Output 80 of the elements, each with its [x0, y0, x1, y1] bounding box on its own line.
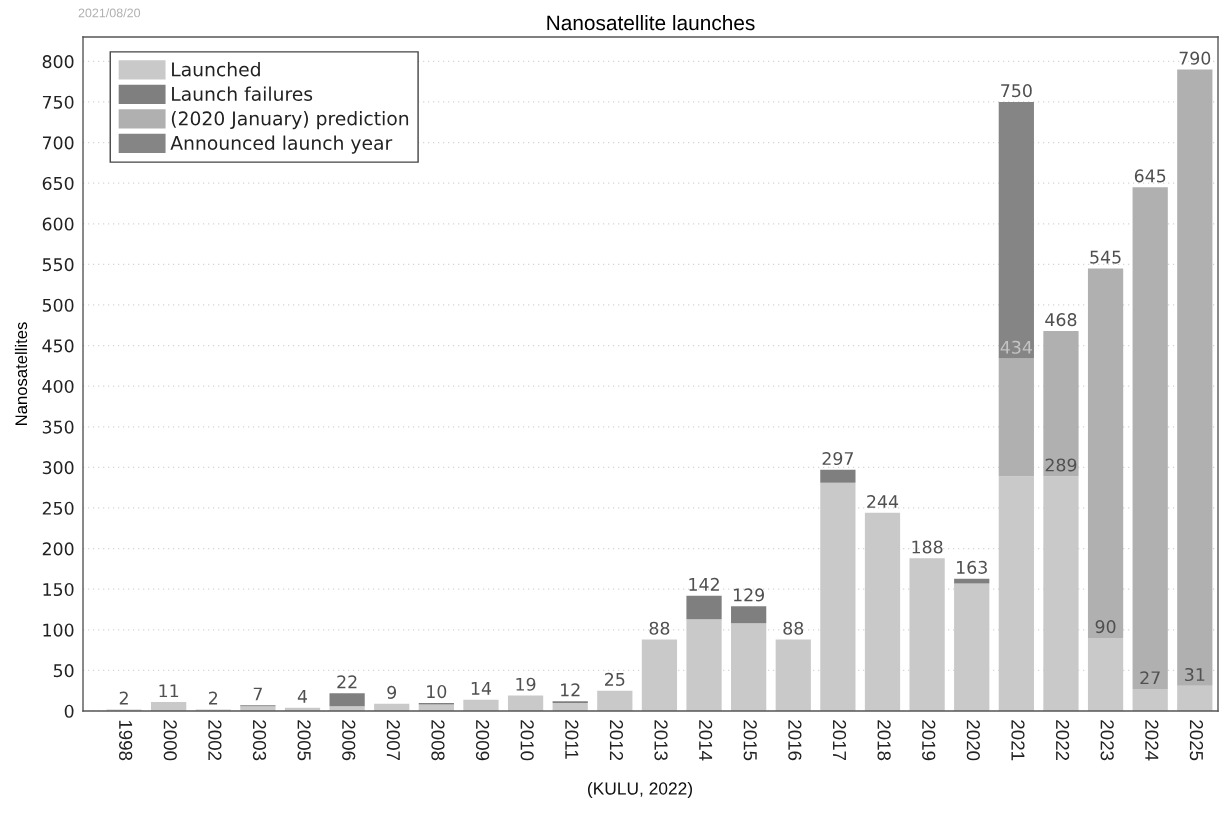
y-tick-label: 150 — [43, 582, 74, 597]
x-tick-label: 2015 — [743, 720, 757, 761]
total-label: 88 — [649, 621, 670, 635]
total-label: 645 — [1134, 169, 1166, 183]
x-tick-label: 2010 — [520, 720, 534, 761]
legend-label: Launch failures — [172, 86, 313, 101]
x-tick-label: 2016 — [788, 720, 802, 761]
x-tick-label: 2008 — [431, 720, 445, 761]
x-tick-label: 2003 — [252, 720, 267, 761]
legend-label: (2020 January) prediction — [171, 111, 409, 130]
data-label: 31 — [1185, 667, 1205, 682]
total-label: 142 — [689, 577, 719, 591]
total-label: 19 — [516, 677, 536, 691]
total-label: 11 — [159, 684, 179, 698]
x-tick-label: 1998 — [119, 720, 133, 761]
x-tick-label: 2002 — [208, 720, 222, 761]
x-tick-label: 2005 — [297, 720, 311, 761]
x-tick-label: 2019 — [922, 720, 936, 761]
y-tick-label: 450 — [42, 339, 74, 353]
total-label: 244 — [867, 494, 899, 508]
y-tick-label: 100 — [43, 623, 74, 637]
data-label: 27 — [1140, 671, 1160, 685]
y-tick-label: 300 — [42, 461, 74, 475]
legend-label: Launched — [172, 61, 260, 77]
total-label: 750 — [1001, 84, 1032, 98]
total-label: 9 — [387, 685, 397, 699]
total-label: 88 — [783, 621, 804, 635]
y-tick-label: 600 — [42, 217, 74, 231]
x-tick-label: 2007 — [386, 720, 400, 761]
total-label: 297 — [822, 451, 853, 466]
y-tick-label: 500 — [42, 298, 74, 312]
total-label: 129 — [733, 588, 764, 602]
x-tick-label: 2024 — [1145, 720, 1159, 761]
legend-label: Announced launch year — [170, 135, 393, 154]
text: 2021/08/20 — [78, 8, 141, 18]
text: (KULU, 2022) — [588, 781, 692, 799]
y-axis-title: Nanosatellites — [14, 322, 28, 425]
total-label: 4 — [297, 690, 308, 703]
y-tick-label: 50 — [53, 664, 74, 678]
x-tick-label: 2025 — [1189, 720, 1204, 761]
total-label: 7 — [253, 687, 262, 701]
annotation: 434 — [1000, 340, 1032, 354]
x-tick-label: 2021 — [1011, 720, 1025, 761]
y-tick-label: 550 — [42, 258, 74, 272]
y-tick-label: 250 — [42, 501, 74, 515]
x-tick-label: 2011 — [565, 720, 579, 759]
total-label: 2 — [209, 691, 218, 705]
total-label: 545 — [1090, 250, 1121, 264]
total-label: 163 — [957, 560, 987, 574]
y-tick-label: 650 — [42, 176, 74, 191]
x-tick-label: 2018 — [877, 720, 891, 761]
y-tick-label: 0 — [64, 704, 74, 718]
x-tick-label: 2013 — [654, 720, 668, 761]
x-tick-label: 2014 — [699, 720, 713, 761]
y-tick-label: 750 — [42, 95, 74, 109]
x-tick-label: 2000 — [163, 720, 177, 761]
total-label: 790 — [1179, 51, 1211, 65]
total-label: 2 — [119, 691, 128, 705]
x-tick-label: 2006 — [342, 720, 356, 761]
x-tick-label: 2009 — [475, 720, 490, 761]
y-tick-label: 800 — [42, 55, 74, 69]
total-label: 188 — [912, 540, 943, 554]
total-label: 25 — [605, 672, 625, 686]
chart-title: Nanosatellite launches — [547, 14, 755, 31]
total-label: 468 — [1045, 313, 1077, 327]
x-tick-label: 2017 — [832, 720, 847, 761]
total-label: 12 — [561, 683, 580, 697]
data-label: 289 — [1045, 458, 1077, 472]
x-tick-label: 2012 — [609, 720, 624, 761]
x-tick-label: 2023 — [1100, 720, 1114, 761]
y-tick-label: 400 — [42, 379, 74, 394]
y-tick-label: 700 — [42, 136, 74, 150]
total-label: 10 — [427, 684, 447, 699]
y-tick-label: 200 — [42, 542, 74, 556]
data-label: 90 — [1095, 620, 1116, 634]
x-tick-label: 2022 — [1055, 720, 1070, 761]
total-label: 22 — [337, 675, 357, 689]
total-label: 14 — [471, 681, 492, 695]
y-tick-label: 350 — [42, 420, 74, 434]
x-tick-label: 2020 — [966, 720, 980, 761]
